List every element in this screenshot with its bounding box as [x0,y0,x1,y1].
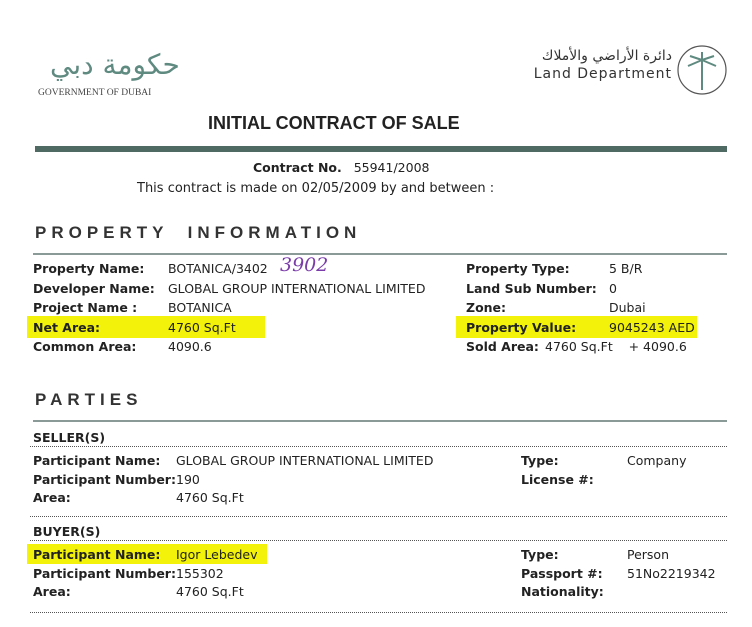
field-value: Dubai [609,300,646,315]
section-rule [33,253,727,255]
field-value: 4760 Sq.Ft [176,584,244,599]
buyer-heading: BUYER(S) [33,524,101,539]
field-label: Developer Name: [33,280,155,296]
field-value: GLOBAL GROUP INTERNATIONAL LIMITED [176,453,434,468]
field-label: Type: [521,453,559,468]
field-value: 4090.6 [168,339,212,354]
field-value: 51No2219342 [627,565,716,581]
field-label: Sold Area: [466,339,539,354]
contract-intro: This contract is made on 02/05/2009 by a… [137,181,495,196]
property-heading: PROPERTY INFORMATION [35,223,362,242]
highlight-net-area [27,316,265,338]
field-label: Nationality: [521,584,604,599]
field-label: Property Name: [33,261,145,276]
government-of-dubai-logo: حكومة دبي GOVERNMENT OF DUBAI [38,48,180,98]
field-value: 0 [609,280,617,296]
field-label: Area: [33,490,71,505]
field-value: Company [627,453,687,468]
field-value: BOTANICA [168,300,232,315]
field-value: 4760 Sq.Ft [176,490,244,505]
field-label: Participant Name: [33,547,161,562]
palm-tree-icon [677,45,727,95]
highlight-buyer-name [27,544,267,564]
field-value: GLOBAL GROUP INTERNATIONAL LIMITED [168,280,426,296]
field-label: Participant Number: [33,471,176,487]
field-label: Common Area: [33,339,137,354]
divider [30,446,727,447]
field-value: 4760 Sq.Ft + 4090.6 [545,339,687,354]
contract-number: Contract No. 55941/2008 [253,160,430,175]
field-label: Project Name : [33,300,138,315]
field-label: Type: [521,547,559,562]
field-label: License #: [521,471,594,487]
field-label: Area: [33,584,71,599]
field-value: 5 B/R [609,261,643,276]
land-department-logo: دائرة الأراضي والأملاك Land Department [505,42,730,97]
highlight-property-value [456,316,697,338]
section-rule [33,420,727,422]
field-label: Participant Name: [33,453,161,468]
field-label: Zone: [466,300,507,315]
title-rule [35,146,727,152]
field-value: 190 [176,471,200,487]
field-value: 4760 Sq.Ft [168,319,236,335]
field-label: Net Area: [33,319,101,335]
handwritten-note: 3902 [280,254,329,276]
field-label: Participant Number: [33,565,176,581]
parties-heading: PARTIES [35,390,143,409]
field-label: Passport #: [521,565,603,581]
document-title: INITIAL CONTRACT OF SALE [208,113,460,133]
field-value: Person [627,547,670,562]
field-label: Property Value: [466,319,577,335]
field-value: BOTANICA/3402 [168,261,268,276]
divider [30,540,727,541]
seller-heading: SELLER(S) [33,430,106,445]
field-value: 155302 [176,565,224,581]
field-label: Property Type: [466,261,570,276]
field-label: Land Sub Number: [466,280,597,296]
divider [30,612,727,613]
divider [30,516,727,517]
arabic-calligraphy: حكومة دبي [50,48,180,81]
field-value: Igor Lebedev [176,547,258,562]
field-value: 9045243 AED [609,319,695,335]
